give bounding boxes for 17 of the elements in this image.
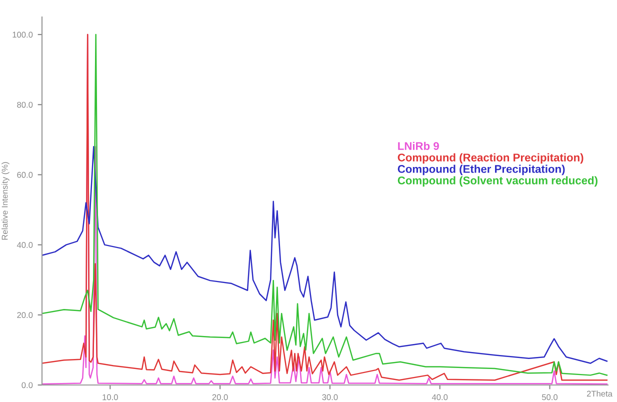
text: Compound (Reaction Precipitation) <box>398 153 584 164</box>
x-tick-label: 10.0 <box>102 394 118 400</box>
y-tick-label: 80.0 <box>17 102 33 108</box>
y-tick-label: 20.0 <box>17 312 33 318</box>
y-tick-label: 100.0 <box>12 32 33 38</box>
x-tick-label: 20.0 <box>212 394 228 400</box>
y-tick-label: 0.0 <box>22 382 33 388</box>
text: Compound (Solvent vacuum reduced) <box>398 176 598 187</box>
y-tick-label: 60.0 <box>17 172 33 178</box>
x-axis-title: 2Theta <box>586 390 612 397</box>
x-tick-label: 30.0 <box>322 394 338 400</box>
y-axis-title: Relative Intensity (%) <box>2 162 10 240</box>
x-tick-label: 40.0 <box>432 394 448 400</box>
text: LNiRb 9 <box>398 142 439 150</box>
y-tick-label: 40.0 <box>16 242 33 248</box>
x-tick-label: 50.0 <box>542 394 558 400</box>
text: Compound (Ether Precipitation) <box>398 164 565 176</box>
